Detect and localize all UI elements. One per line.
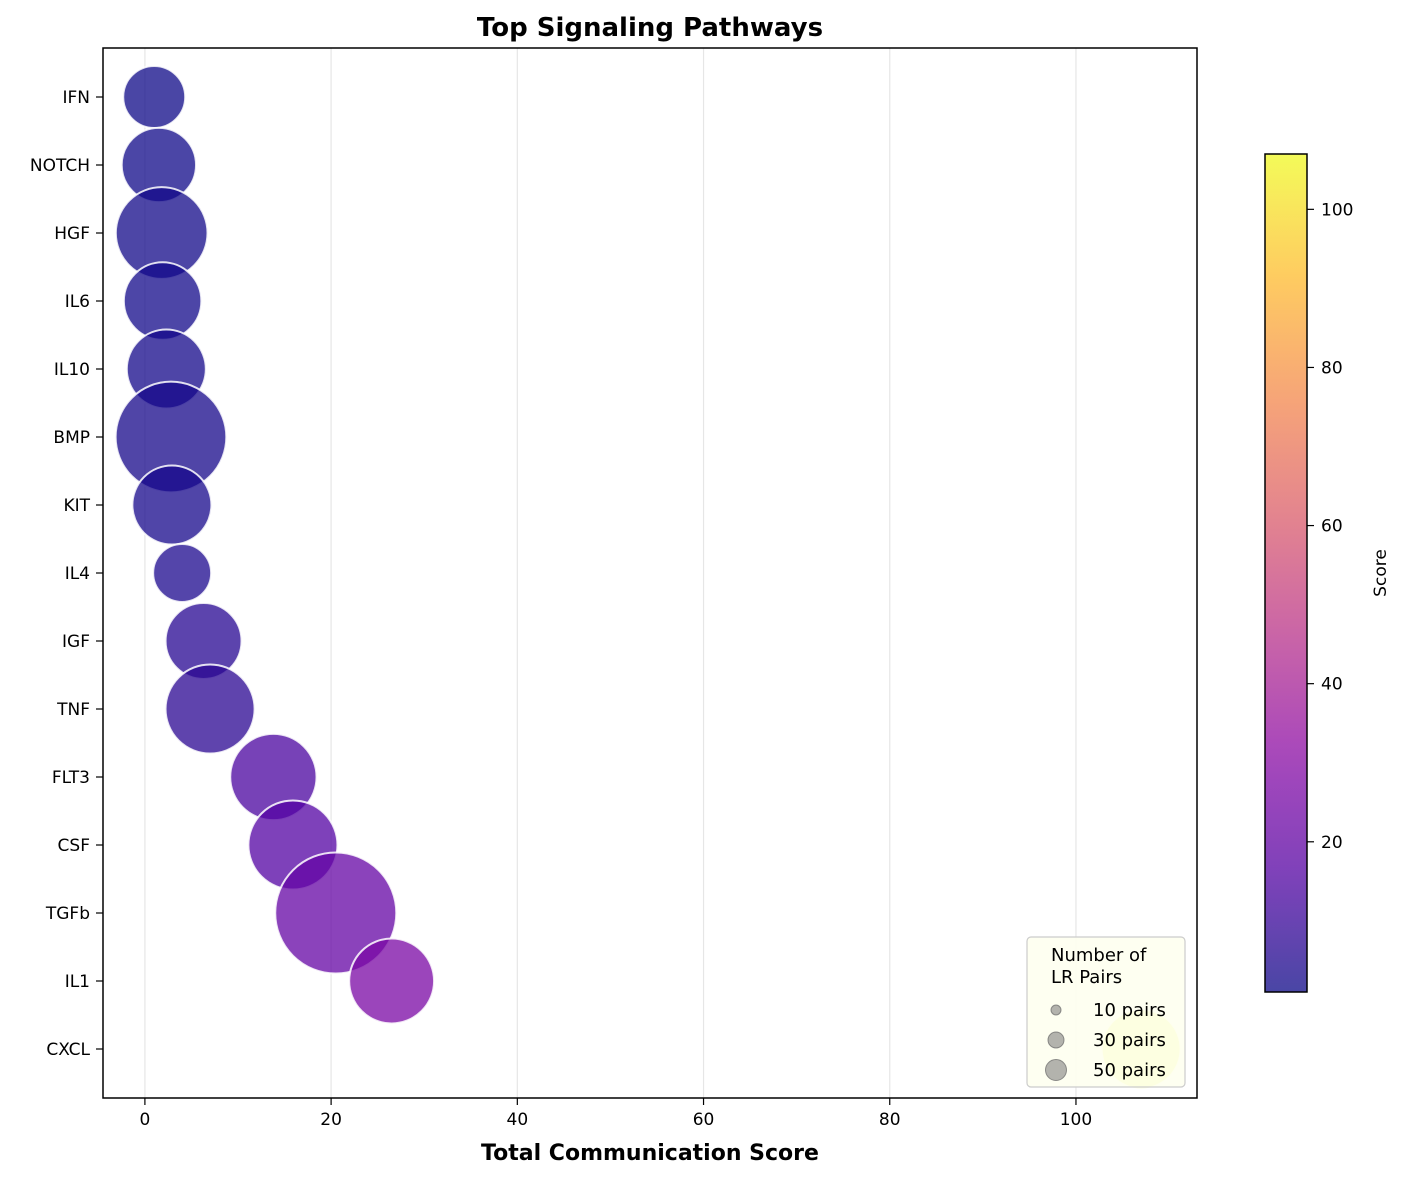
legend-entry-label: 30 pairs	[1093, 1030, 1166, 1051]
legend-entry-label: 10 pairs	[1093, 1000, 1166, 1021]
y-tick-label: CXCL	[46, 1040, 90, 1060]
y-tick-label: IL10	[54, 360, 90, 380]
legend-title: Number of	[1051, 945, 1147, 966]
y-tick-label: TGFb	[45, 904, 90, 924]
colorbar: 20 40 60 80 100 Score	[1264, 153, 1391, 993]
y-tick-label: KIT	[63, 496, 90, 516]
x-tick-label: 60	[693, 1110, 715, 1130]
colorbar-tick-label: 100	[1321, 200, 1353, 220]
legend-marker	[1045, 1059, 1067, 1081]
colorbar-tick-label: 40	[1321, 675, 1343, 695]
y-tick-label: IL1	[65, 972, 90, 992]
legend-marker	[1050, 1004, 1062, 1016]
x-axis-label: Total Communication Score	[481, 1141, 819, 1166]
legend-marker	[1047, 1031, 1065, 1049]
colorbar-label: Score	[1371, 549, 1391, 597]
x-tick-label: 40	[507, 1110, 529, 1130]
bubble-tgfb	[274, 851, 398, 975]
y-tick-label: IFN	[62, 88, 90, 108]
x-axis-ticks: 0 20 40 60 80 100	[139, 1098, 1092, 1130]
y-tick-label: BMP	[53, 428, 90, 448]
grid-lines	[144, 48, 1077, 1098]
y-tick-label: CSF	[58, 836, 90, 856]
y-tick-label: TNF	[56, 700, 90, 720]
y-axis-ticks: IFN NOTCH HGF IL6 IL10 BMP KIT IL4 IGF TNF FLT3 CSF…	[30, 88, 103, 1060]
colorbar-gradient	[1264, 153, 1308, 993]
y-tick-label: NOTCH	[30, 156, 90, 176]
legend-box	[1026, 936, 1186, 1088]
colorbar-tick-label: 80	[1321, 358, 1343, 378]
data-points	[114, 65, 1182, 1090]
bubble-il1	[348, 937, 436, 1025]
bubble-il6	[122, 261, 203, 341]
bubble-il4	[152, 543, 213, 603]
y-tick-label: IL6	[65, 292, 90, 312]
bubble-tnf	[164, 663, 256, 755]
x-tick-label: 100	[1060, 1110, 1092, 1130]
bubble-kit	[131, 464, 213, 546]
x-tick-label: 0	[139, 1110, 150, 1130]
y-tick-label: HGF	[54, 224, 90, 244]
legend-title: LR Pairs	[1051, 967, 1122, 988]
x-tick-label: 80	[879, 1110, 901, 1130]
colorbar-tick-label: 20	[1321, 833, 1343, 853]
y-tick-label: IGF	[62, 632, 90, 652]
chart-title: Top Signaling Pathways	[477, 13, 823, 43]
bubble-ifn	[122, 65, 187, 129]
y-tick-label: IL4	[65, 564, 90, 584]
colorbar-tick-label: 60	[1321, 517, 1343, 537]
y-tick-label: FLT3	[52, 768, 90, 788]
legend-entry-label: 50 pairs	[1093, 1060, 1166, 1081]
x-tick-label: 20	[320, 1110, 342, 1130]
